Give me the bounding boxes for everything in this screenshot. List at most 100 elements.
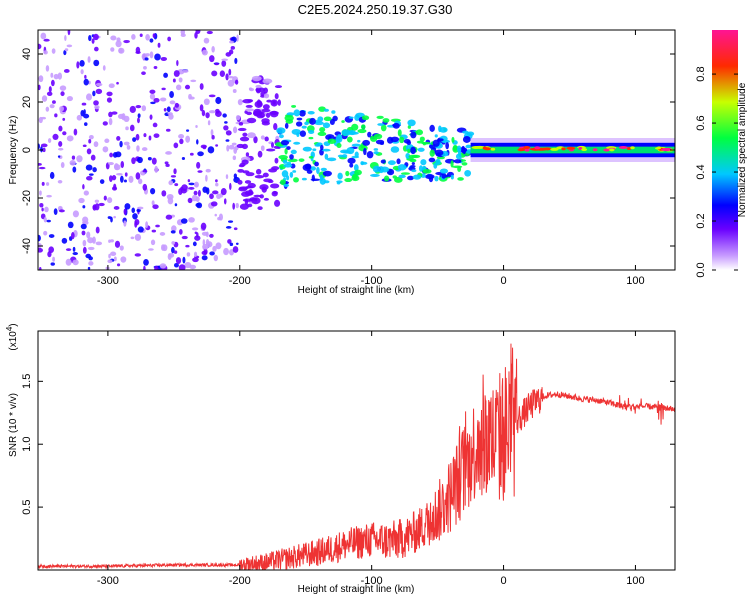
heatmap-blob (434, 134, 438, 138)
heatmap-blob (380, 124, 387, 132)
heatmap-blob (187, 197, 193, 204)
heatmap-blob (71, 155, 76, 160)
heatmap-blob (167, 197, 174, 205)
heatmap-blob (58, 140, 63, 147)
heatmap-blob (373, 148, 379, 151)
heatmap-blob (228, 220, 234, 223)
heatmap-blob (64, 48, 69, 52)
heatmap-blob (38, 163, 42, 166)
heatmap-blob (387, 160, 396, 166)
heatmap-blob (256, 99, 261, 107)
heatmap-blob (221, 58, 229, 61)
heatmap-blob (285, 118, 294, 124)
colorbar-tick-label: 0.8 (695, 66, 707, 81)
heatmap-blob (465, 144, 472, 149)
heatmap-blob (69, 159, 76, 166)
heatmap-blob (227, 79, 235, 87)
heatmap-blob (91, 38, 95, 44)
heatmap-blob (38, 75, 44, 83)
heatmap-blob (168, 113, 174, 120)
heatmap-blob (206, 30, 213, 35)
heatmap-blob (274, 199, 281, 207)
heatmap-blob (393, 176, 403, 183)
heatmap-blob (270, 142, 274, 148)
heatmap-blob (141, 147, 148, 152)
heatmap-blob (196, 232, 199, 238)
heatmap-blob (134, 218, 140, 226)
band-blob (626, 146, 632, 150)
heatmap-blob (232, 155, 237, 161)
heatmap-blob (269, 111, 279, 115)
heatmap-blob (170, 175, 177, 178)
heatmap-blob (120, 161, 125, 169)
heatmap-blob (232, 126, 238, 134)
heatmap-blob (134, 233, 142, 241)
heatmap-blob (39, 190, 42, 196)
heatmap-blob (211, 46, 215, 53)
band-blob (566, 146, 576, 150)
heatmap-blob (199, 104, 204, 112)
heatmap-blob (248, 87, 253, 91)
heatmap-blob (76, 155, 83, 163)
colorbar-tick-label: 0.4 (695, 164, 707, 179)
heatmap-blob (261, 121, 270, 126)
heatmap-blob (242, 132, 248, 137)
heatmap-blob (407, 119, 416, 127)
heatmap-ylabel: Frequency (Hz) (8, 116, 19, 185)
heatmap-blob (207, 146, 215, 154)
heatmap-blob (341, 154, 348, 158)
heatmap-blob (376, 115, 384, 119)
heatmap-blob (143, 65, 147, 70)
heatmap-blob (87, 246, 95, 251)
y-tick-label: -40 (21, 238, 33, 254)
heatmap-blob (346, 136, 353, 143)
heatmap-blob (109, 239, 114, 243)
heatmap-blob (304, 121, 309, 126)
heatmap-blob (154, 53, 161, 61)
heatmap-blob (428, 157, 436, 163)
heatmap-blob (53, 208, 58, 215)
heatmap-blob (464, 169, 472, 177)
heatmap-blob (251, 75, 262, 82)
heatmap-blob (322, 170, 332, 177)
heatmap-blob (370, 173, 380, 177)
heatmap-blob (181, 184, 188, 191)
heatmap-blob (255, 168, 262, 175)
heatmap-blob (85, 93, 92, 101)
heatmap-blob (398, 174, 406, 179)
heatmap-blob (43, 38, 50, 42)
heatmap-blob (286, 112, 295, 116)
heatmap-blob (117, 113, 125, 120)
heatmap-blob (181, 157, 186, 161)
heatmap-blob (124, 172, 128, 177)
heatmap-blob (225, 139, 230, 142)
heatmap-blob (242, 198, 253, 202)
band-blob (561, 147, 566, 151)
heatmap-blob (88, 173, 94, 176)
heatmap-blob (208, 110, 216, 114)
heatmap-blob (262, 104, 270, 110)
heatmap-blob (337, 172, 343, 180)
heatmap-blob (175, 257, 182, 264)
band-blob (550, 147, 559, 151)
heatmap-blob (210, 129, 214, 137)
heatmap-blob (129, 124, 135, 132)
heatmap-blob (173, 263, 179, 268)
heatmap-blob (193, 251, 198, 258)
heatmap-blob (66, 95, 74, 102)
heatmap-blob (282, 159, 288, 164)
heatmap-blob (148, 135, 152, 141)
heatmap-blob (354, 114, 360, 121)
heatmap-blob (237, 127, 247, 132)
heatmap-blob (153, 133, 160, 138)
heatmap-blob (119, 245, 124, 251)
heatmap-blob (323, 116, 332, 122)
heatmap-blob (445, 142, 449, 150)
heatmap-blob (308, 155, 314, 159)
heatmap-blob (245, 172, 255, 177)
heatmap-blob (256, 111, 265, 119)
heatmap-blob (43, 216, 47, 223)
band-blob (483, 147, 491, 151)
heatmap-blob (123, 141, 130, 146)
